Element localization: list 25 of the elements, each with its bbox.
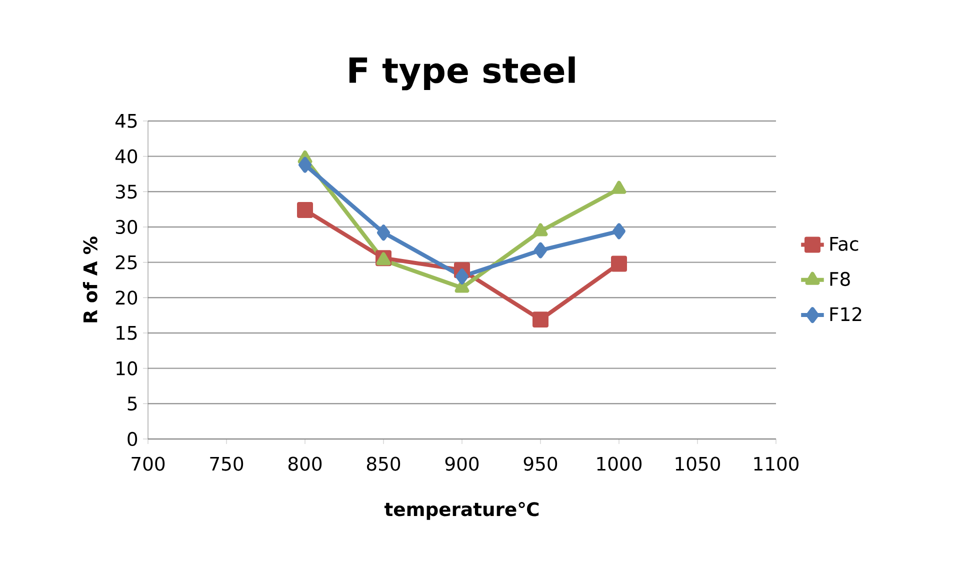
y-tick-label: 45: [115, 114, 137, 128]
x-tick-label: 1100: [754, 456, 798, 471]
y-tick-label: 40: [115, 149, 138, 164]
x-axis-title: temperature℃: [384, 502, 539, 520]
x-tick-label: 950: [524, 456, 558, 471]
x-tick-label: 850: [366, 456, 400, 471]
x-tick-label: 700: [132, 456, 165, 471]
y-tick-label: 15: [116, 326, 137, 340]
y-tick-label: 20: [116, 290, 138, 305]
x-tick-label: 900: [445, 456, 479, 471]
y-tick-label: 0: [128, 432, 138, 446]
y-axis-title: R of A %: [82, 236, 98, 322]
x-tick-label: 1000: [597, 456, 642, 471]
legend-label: F12: [830, 307, 862, 321]
x-tick-label: 750: [210, 456, 244, 471]
y-tick-label: 10: [116, 361, 138, 376]
y-tick-label: 30: [116, 220, 138, 234]
x-tick-label: 1050: [676, 456, 720, 471]
chart-title: F type steel: [349, 56, 575, 90]
y-tick-label: 35: [116, 184, 137, 199]
legend-label: F8: [830, 272, 850, 286]
y-tick-label: 25: [116, 255, 137, 270]
y-tick-label: 5: [128, 396, 137, 411]
legend-label: Fac: [830, 236, 858, 251]
x-tick-label: 800: [288, 456, 322, 471]
